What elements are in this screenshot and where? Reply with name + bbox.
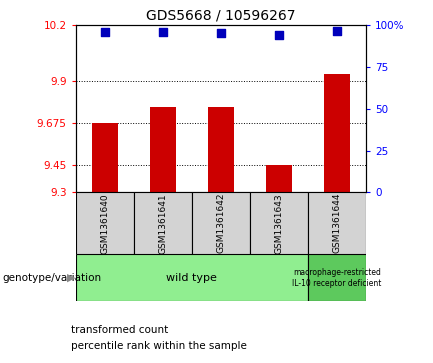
Bar	[150, 107, 176, 192]
Bar	[208, 107, 234, 192]
Point	[101, 29, 108, 35]
Point	[217, 30, 224, 36]
Text: GSM1361641: GSM1361641	[158, 193, 167, 254]
Text: ▶: ▶	[67, 273, 76, 283]
Text: genotype/variation: genotype/variation	[2, 273, 101, 283]
Text: GSM1361640: GSM1361640	[100, 193, 109, 254]
Text: GSM1361643: GSM1361643	[275, 193, 283, 254]
FancyBboxPatch shape	[192, 192, 250, 254]
Point	[159, 29, 166, 35]
Bar	[92, 123, 118, 192]
Text: GSM1361644: GSM1361644	[333, 193, 341, 253]
Text: wild type: wild type	[166, 273, 217, 283]
FancyBboxPatch shape	[308, 254, 366, 301]
FancyBboxPatch shape	[250, 192, 308, 254]
FancyBboxPatch shape	[134, 192, 192, 254]
Point	[275, 33, 282, 38]
Bar	[324, 74, 350, 192]
Text: percentile rank within the sample: percentile rank within the sample	[71, 341, 247, 351]
FancyBboxPatch shape	[76, 192, 134, 254]
Text: GSM1361642: GSM1361642	[216, 193, 225, 253]
Text: macrophage-restricted
IL-10 receptor deficient: macrophage-restricted IL-10 receptor def…	[292, 268, 381, 288]
FancyBboxPatch shape	[76, 254, 308, 301]
FancyBboxPatch shape	[308, 192, 366, 254]
Bar	[266, 164, 292, 192]
Point	[333, 28, 340, 34]
Text: transformed count: transformed count	[71, 325, 169, 335]
Title: GDS5668 / 10596267: GDS5668 / 10596267	[146, 9, 296, 23]
